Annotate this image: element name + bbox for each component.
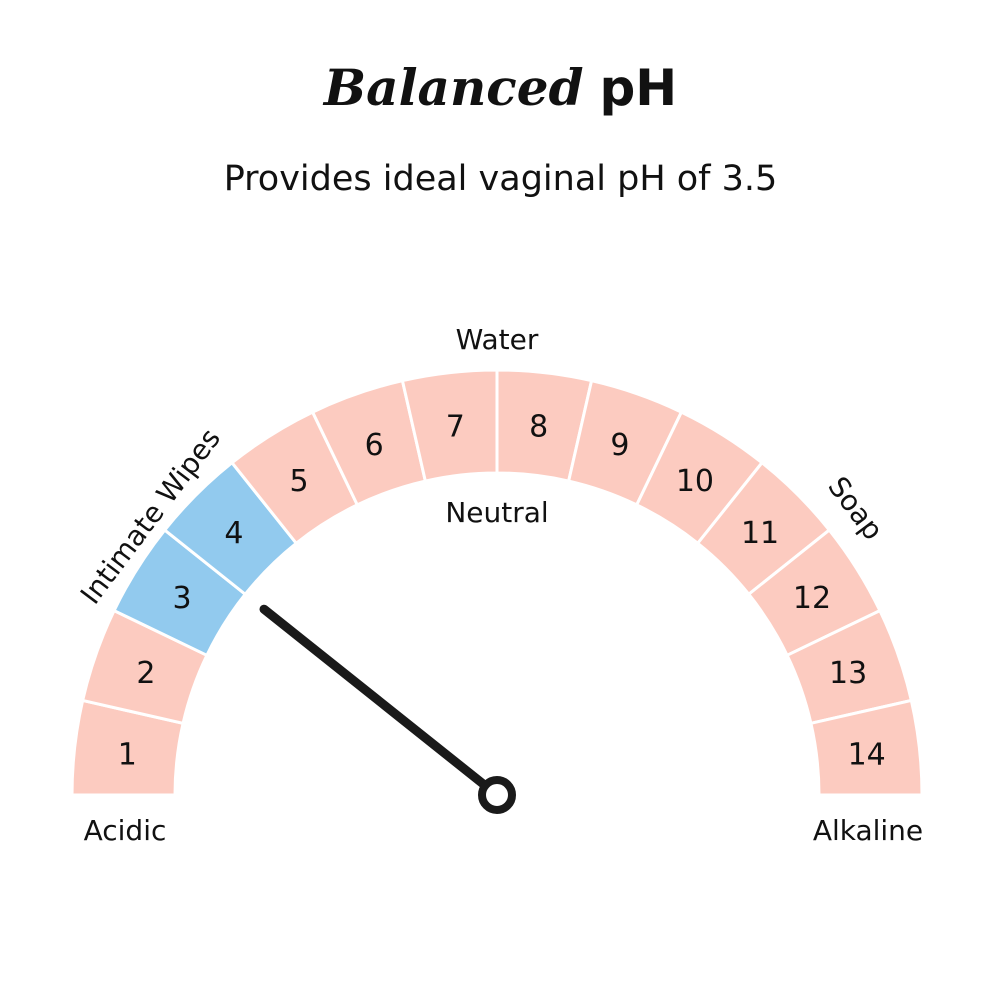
ph-number-7: 7 [446, 409, 465, 444]
label-acidic: Acidic [84, 814, 167, 847]
ph-number-11: 11 [741, 516, 779, 551]
label-water: Water [456, 323, 539, 356]
title-plain: pH [599, 59, 678, 117]
ph-number-10: 10 [676, 464, 714, 499]
gauge-segments [70, 368, 924, 797]
ph-number-3: 3 [172, 581, 191, 616]
ph-number-6: 6 [365, 428, 384, 463]
ph-number-8: 8 [529, 409, 548, 444]
label-neutral: Neutral [445, 496, 548, 529]
needle-pivot [478, 776, 516, 814]
ph-segment-14 [809, 698, 924, 797]
gauge-needle [259, 604, 502, 800]
title-script: Balanced [323, 58, 584, 117]
ph-number-14: 14 [848, 737, 886, 772]
label-alkaline: Alkaline [813, 814, 923, 847]
ph-number-2: 2 [136, 656, 155, 691]
ph-number-9: 9 [610, 428, 629, 463]
ph-number-12: 12 [793, 581, 831, 616]
page-title: Balanced pH [0, 58, 1001, 118]
ph-number-13: 13 [829, 656, 867, 691]
ph-number-1: 1 [118, 737, 137, 772]
ph-number-5: 5 [290, 464, 309, 499]
page-subtitle: Provides ideal vaginal pH of 3.5 [223, 159, 778, 199]
ph-number-4: 4 [224, 516, 243, 551]
